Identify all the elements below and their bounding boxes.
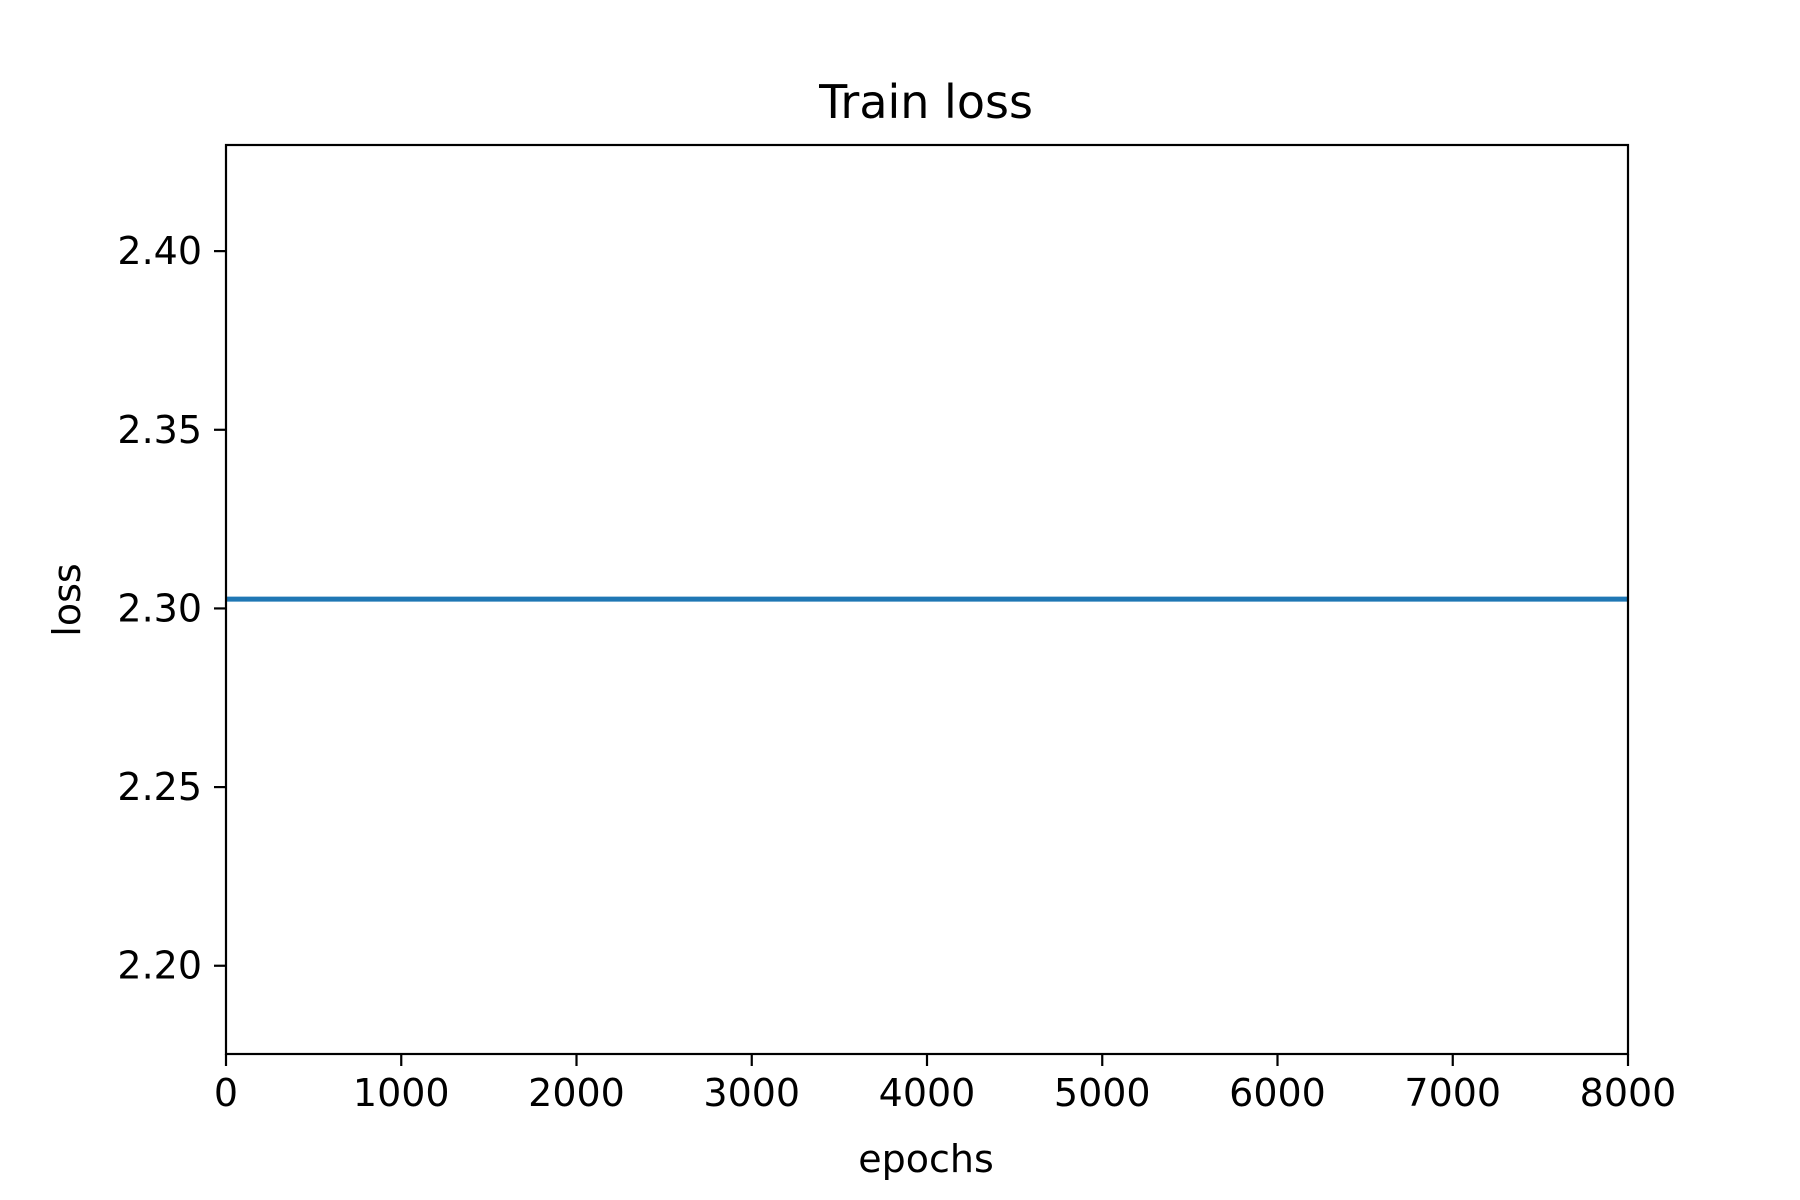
- x-tick-label: 6000: [1229, 1071, 1326, 1115]
- x-tick-label: 5000: [1054, 1071, 1151, 1115]
- x-tick-label: 4000: [879, 1071, 976, 1115]
- x-tick-label: 0: [214, 1071, 238, 1115]
- x-tick-label: 3000: [703, 1071, 800, 1115]
- chart-title: Train loss: [818, 75, 1033, 129]
- x-tick-label: 2000: [528, 1071, 625, 1115]
- x-tick-label: 8000: [1580, 1071, 1677, 1115]
- y-tick-label: 2.35: [117, 408, 202, 452]
- y-axis-label: loss: [45, 563, 89, 636]
- x-axis: 0 1000 2000 3000 4000 5000 6000 7000 8000: [214, 1054, 1676, 1115]
- y-tick-label: 2.30: [117, 586, 202, 630]
- x-tick-label: 1000: [353, 1071, 450, 1115]
- y-tick-label: 2.25: [117, 765, 202, 809]
- x-axis-label: epochs: [858, 1137, 994, 1181]
- y-tick-label: 2.20: [117, 944, 202, 988]
- y-tick-label: 2.40: [117, 229, 202, 273]
- x-tick-label: 7000: [1404, 1071, 1501, 1115]
- y-axis: 2.20 2.25 2.30 2.35 2.40: [117, 229, 226, 988]
- plot-frame: [224, 143, 1630, 1056]
